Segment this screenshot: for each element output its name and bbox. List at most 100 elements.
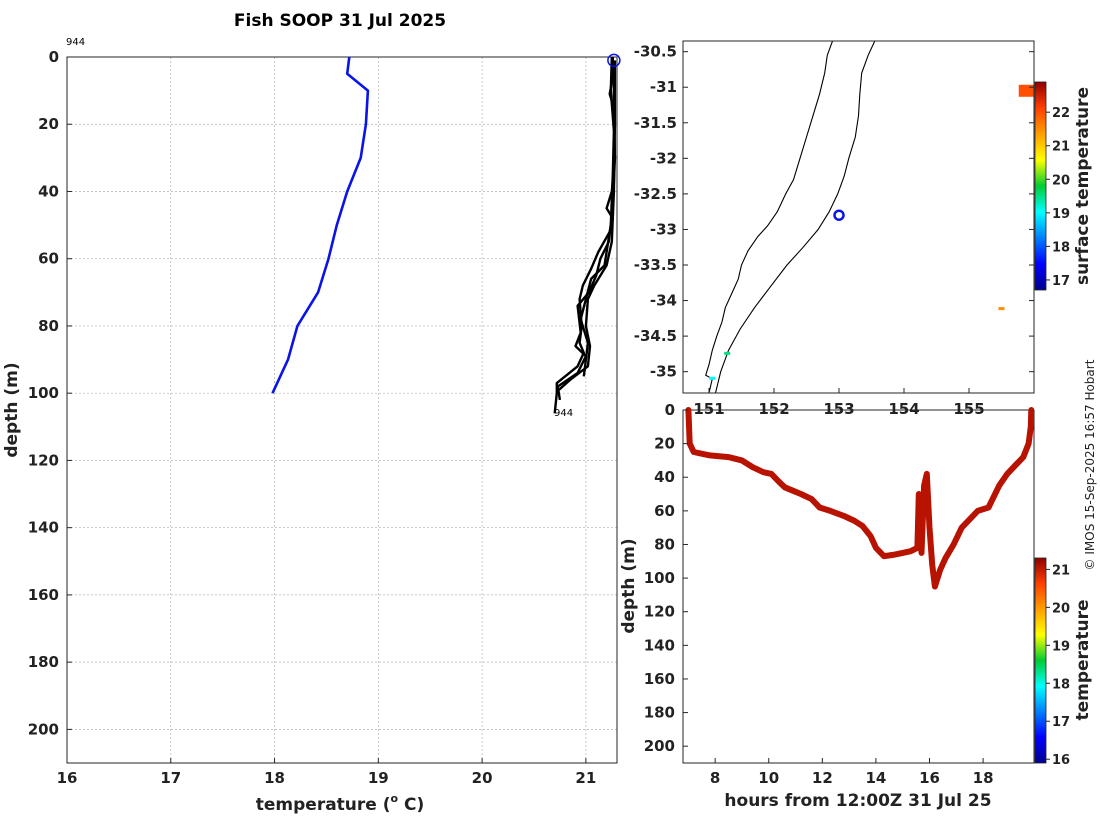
section-panel: 8 10 12 14 16 18 020406080100120140160180200 … bbox=[619, 401, 1035, 811]
section-y-tick-label: 60 bbox=[654, 502, 675, 520]
map-y-tick-label: -34.5 bbox=[634, 327, 677, 345]
section-colorbar-tick-label: 19 bbox=[1052, 639, 1070, 654]
map-y-tick-label: -32 bbox=[650, 149, 677, 167]
profile-end-annotation: 944 bbox=[554, 408, 573, 419]
map-x-tick-label: 151 bbox=[693, 400, 724, 418]
isobath-line bbox=[714, 41, 876, 393]
profile-y-label: depth (m) bbox=[2, 362, 22, 457]
profile-frame bbox=[66, 56, 618, 764]
section-y-label: depth (m) bbox=[619, 538, 639, 633]
map-x-tick-label: 155 bbox=[953, 400, 984, 418]
section-track-line bbox=[685, 407, 1034, 590]
section-colorbar-ticks: 16 17 18 19 20 21 bbox=[1046, 563, 1070, 768]
section-x-tick-label: 12 bbox=[812, 769, 833, 787]
map-y-ticks: -30.5 -31 -31.5 -32 -32.5 -33 -33.5 -34 -34.5 -35 bbox=[634, 43, 1034, 381]
profile-y-tick-label: 80 bbox=[38, 317, 59, 335]
map-panel: -30.5 -31 -31.5 -32 -32.5 -33 -33.5 -34 -34.5 -35… bbox=[634, 40, 1035, 418]
map-y-tick-label: -34 bbox=[650, 292, 677, 310]
sst-patch bbox=[709, 376, 716, 380]
credit-text: © IMOS 15-Sep-2025 16:57 Hobart bbox=[1083, 359, 1097, 570]
section-colorbar-tick-label: 16 bbox=[1052, 753, 1070, 768]
surface-colorbar: 17 18 19 20 21 22 surface temperature bbox=[1034, 81, 1093, 291]
section-colorbar-tick-label: 18 bbox=[1052, 677, 1070, 692]
profile-series bbox=[271, 53, 621, 414]
profile-y-tick-label: 200 bbox=[28, 720, 59, 738]
section-x-tick-label: 10 bbox=[758, 769, 779, 787]
coastline bbox=[705, 41, 834, 393]
surface-colorbar-tick-label: 22 bbox=[1052, 106, 1070, 121]
surface-colorbar-gradient bbox=[1034, 81, 1047, 291]
section-frame bbox=[682, 409, 1035, 764]
map-y-tick-label: -33.5 bbox=[634, 256, 677, 274]
map-x-tick-label: 152 bbox=[758, 400, 789, 418]
section-colorbar-tick-label: 21 bbox=[1052, 563, 1070, 578]
profile-y-tick-label: 100 bbox=[28, 384, 59, 402]
profile-y-ticks: 0 20 40 60 80 100 120 140 160 180 200 bbox=[28, 48, 72, 738]
surface-position-marker bbox=[607, 53, 621, 68]
surface-colorbar-tick-label: 21 bbox=[1052, 140, 1070, 155]
map-y-tick-label: -35 bbox=[650, 363, 677, 381]
map-y-tick-label: -32.5 bbox=[634, 185, 677, 203]
surface-colorbar-tick-label: 19 bbox=[1052, 207, 1070, 222]
ship-position-marker bbox=[833, 209, 845, 221]
section-y-tick-label: 20 bbox=[654, 435, 675, 453]
profile-y-tick-label: 20 bbox=[38, 115, 59, 133]
section-colorbar: 16 17 18 19 20 21 temperature bbox=[1034, 557, 1093, 768]
map-y-tick-label: -31.5 bbox=[634, 114, 677, 132]
profile-x-tick-label: 20 bbox=[472, 769, 493, 787]
profile-y-tick-label: 60 bbox=[38, 250, 59, 268]
section-colorbar-tick-label: 20 bbox=[1052, 601, 1070, 616]
section-y-tick-label: 0 bbox=[665, 401, 675, 419]
surface-colorbar-label: surface temperature bbox=[1073, 87, 1093, 285]
map-y-tick-label: -31 bbox=[650, 78, 677, 96]
profile-y-tick-label: 40 bbox=[38, 182, 59, 200]
section-x-label: hours from 12:00Z 31 Jul 25 bbox=[724, 791, 991, 811]
section-y-tick-label: 160 bbox=[644, 670, 675, 688]
profile-x-tick-label: 19 bbox=[368, 769, 389, 787]
profile-x-ticks: 16 17 18 19 20 21 bbox=[57, 758, 596, 787]
profile-line-4 bbox=[558, 60, 617, 391]
profile-y-tick-label: 140 bbox=[28, 519, 59, 537]
profile-y-tick-label: 160 bbox=[28, 586, 59, 604]
surface-colorbar-ticks: 17 18 19 20 21 22 bbox=[1046, 106, 1070, 289]
map-y-tick-label: -30.5 bbox=[634, 43, 677, 61]
profile-x-tick-label: 16 bbox=[57, 769, 78, 787]
section-x-tick-label: 8 bbox=[710, 769, 720, 787]
profile-x-tick-label: 17 bbox=[160, 769, 181, 787]
profile-y-tick-label: 120 bbox=[28, 451, 59, 469]
section-y-ticks: 0 20 40 60 80 100 120 140 160 180 200 bbox=[644, 401, 688, 755]
section-y-tick-label: 120 bbox=[644, 603, 675, 621]
map-x-ticks: 151 152 153 154 155 bbox=[693, 388, 985, 418]
section-y-tick-label: 80 bbox=[654, 535, 675, 553]
map-x-tick-label: 153 bbox=[823, 400, 854, 418]
profile-y-tick-label: 0 bbox=[49, 48, 59, 66]
sst-patch bbox=[998, 307, 1005, 311]
profile-start-annotation: 944 bbox=[66, 37, 85, 48]
figure-title: Fish SOOP 31 Jul 2025 bbox=[234, 11, 446, 31]
section-y-tick-label: 180 bbox=[644, 704, 675, 722]
profile-panel: 16 17 18 19 20 21 0 20 40 60 80 100 120 140 160 180 200… bbox=[2, 37, 621, 815]
section-y-tick-label: 200 bbox=[644, 737, 675, 755]
profile-x-tick-label: 21 bbox=[575, 769, 596, 787]
surface-colorbar-tick-label: 20 bbox=[1052, 173, 1070, 188]
profile-grid bbox=[66, 56, 617, 763]
map-content bbox=[705, 41, 1034, 393]
map-frame bbox=[682, 40, 1035, 394]
surface-colorbar-tick-label: 17 bbox=[1052, 274, 1070, 289]
section-layers bbox=[685, 407, 1034, 590]
map-layers bbox=[705, 41, 1034, 393]
climatology-line bbox=[271, 56, 370, 394]
section-x-ticks: 8 10 12 14 16 18 bbox=[710, 758, 994, 787]
sst-patch bbox=[724, 351, 731, 355]
map-y-tick-label: -33 bbox=[650, 220, 677, 238]
section-x-tick-label: 14 bbox=[865, 769, 886, 787]
section-y-tick-label: 40 bbox=[654, 468, 675, 486]
section-y-tick-label: 140 bbox=[644, 636, 675, 654]
section-x-tick-label: 18 bbox=[973, 769, 994, 787]
section-colorbar-gradient bbox=[1034, 557, 1047, 764]
section-colorbar-label: temperature bbox=[1073, 599, 1093, 720]
section-colorbar-tick-label: 17 bbox=[1052, 715, 1070, 730]
section-y-tick-label: 100 bbox=[644, 569, 675, 587]
sst-patch bbox=[1018, 84, 1034, 97]
